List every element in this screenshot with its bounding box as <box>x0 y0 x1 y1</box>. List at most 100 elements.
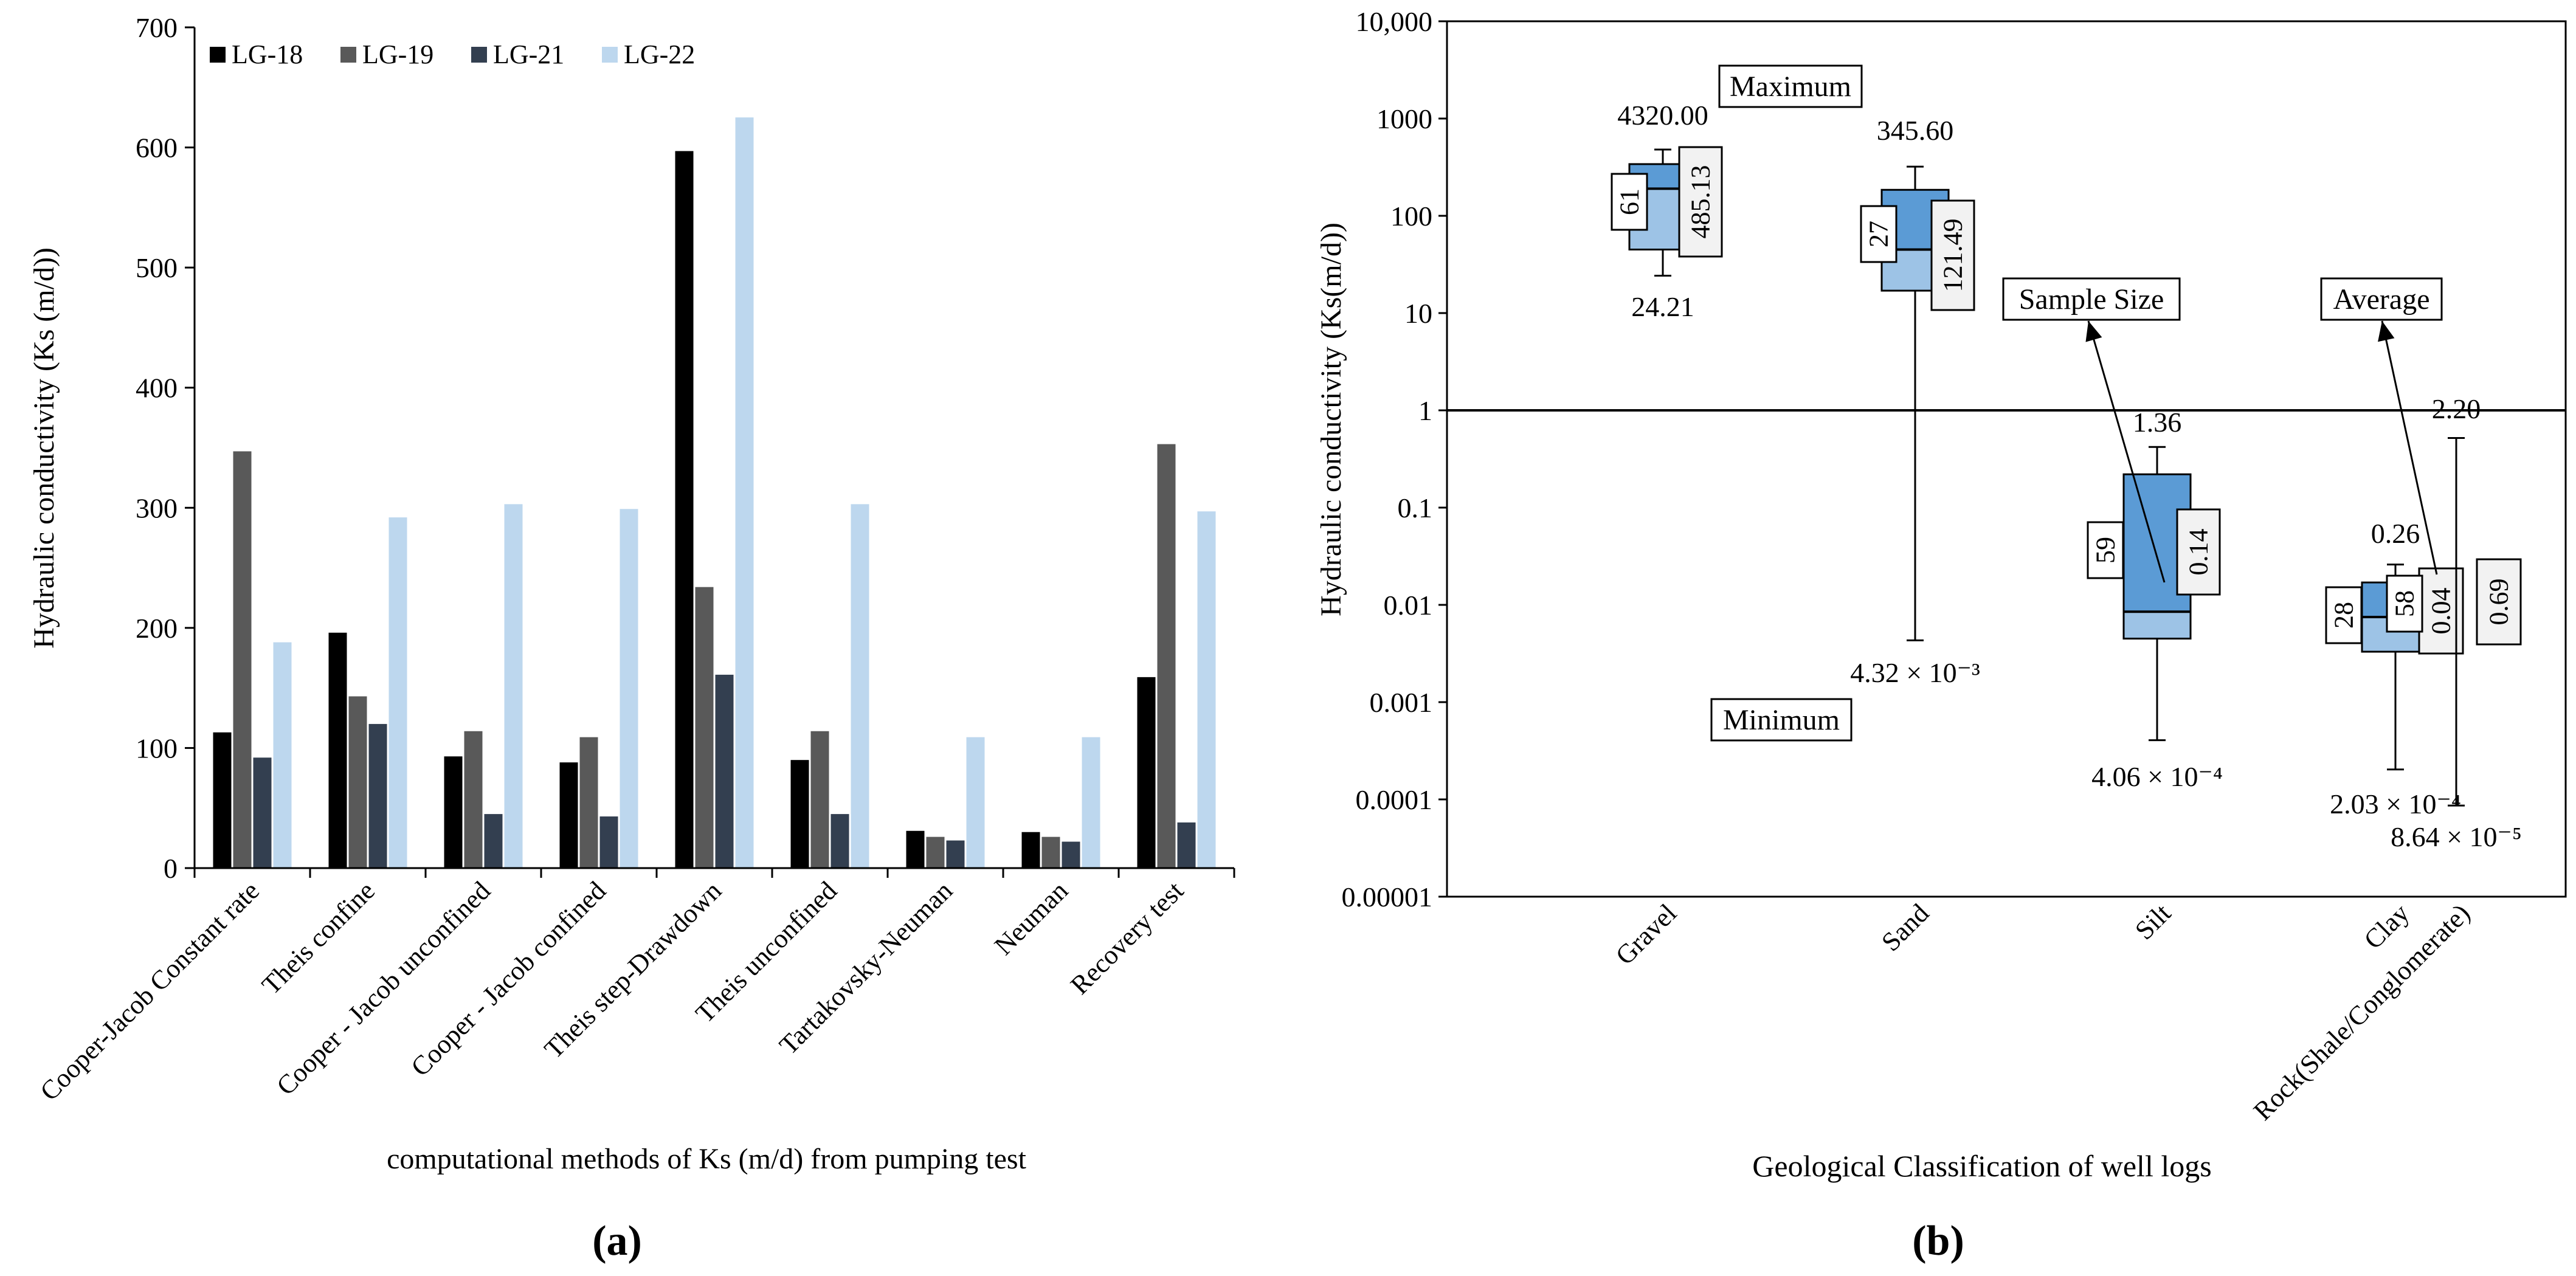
average-label: 485.13 <box>1686 165 1716 239</box>
y-tick-label: 0.001 <box>1370 687 1433 718</box>
bar-lg-18 <box>213 732 232 868</box>
min-value-label: 2.03 × 10⁻⁴ <box>2330 788 2461 819</box>
y-tick-label: 200 <box>136 613 178 644</box>
bar-lg-21 <box>1177 822 1196 868</box>
legend-swatch <box>210 47 226 63</box>
y-tick-label: 300 <box>136 492 178 523</box>
box-lower <box>2122 610 2192 640</box>
bar-lg-22 <box>735 117 754 868</box>
sample-size-label-box <box>2325 586 2363 644</box>
legend-swatch <box>340 47 356 63</box>
legend-swatch <box>602 47 618 63</box>
bar-lg-22 <box>966 737 985 868</box>
average-label-box <box>1678 146 1723 258</box>
average-label-box <box>2176 508 2221 596</box>
bar-lg-21 <box>368 723 387 868</box>
sample-size-label-box <box>2386 574 2423 633</box>
y-tick-label: 10 <box>1404 298 1432 329</box>
bar-lg-22 <box>273 642 292 868</box>
bar-lg-22 <box>620 509 638 868</box>
max-value-label: 0.26 <box>2371 518 2420 549</box>
sample-size-label: 58 <box>2390 590 2420 617</box>
arrow-line <box>2381 320 2438 575</box>
x-axis-label: computational methods of Ks (m/d) from p… <box>387 1143 1027 1175</box>
y-tick-label: 0.1 <box>1398 492 1433 523</box>
y-axis-label: Hydraulic conductivity (Ks(m/d)) <box>1315 222 1347 616</box>
y-tick-label: 10,000 <box>1356 6 1433 37</box>
panel-label-b: (b) <box>1912 1218 1964 1264</box>
max-value-label: 4320.00 <box>1617 100 1708 131</box>
average-label: 0.69 <box>2484 579 2514 626</box>
max-value-label: 345.60 <box>1877 115 1954 146</box>
y-tick-label: 1 <box>1418 395 1432 426</box>
y-tick-label: 1000 <box>1376 103 1432 134</box>
bar-lg-19 <box>695 587 714 868</box>
sample-size-label-box <box>1860 205 1897 263</box>
bar-series-group <box>213 117 1216 869</box>
legend-label: LG-22 <box>624 40 695 69</box>
bar-lg-18 <box>675 151 694 869</box>
bar-lg-22 <box>388 517 407 868</box>
bar-lg-21 <box>1062 841 1080 868</box>
minimum-annotation-box <box>1710 698 1853 742</box>
x-axis-label: Geological Classification of well logs <box>1752 1149 2211 1183</box>
bar-lg-19 <box>1041 836 1060 868</box>
arrow-line <box>2087 320 2166 583</box>
bar-lg-19 <box>233 451 252 868</box>
bar-lg-22 <box>1082 737 1100 868</box>
bar-lg-21 <box>599 816 618 868</box>
y-tick-label: 500 <box>136 252 178 283</box>
minimum-annotation: Minimum <box>1723 704 1840 736</box>
legend: LG-18 LG-19 LG-21 LG-22 <box>210 40 695 69</box>
bar-lg-18 <box>790 760 809 868</box>
arrow-head <box>2378 321 2395 342</box>
bar-lg-19 <box>579 737 598 868</box>
average-label-box <box>2476 558 2522 646</box>
average-label: 0.14 <box>2184 529 2214 576</box>
annotation-arrows <box>2085 320 2438 583</box>
y-tick-label: 100 <box>136 733 178 764</box>
y-tick-label: 0.01 <box>1384 590 1433 621</box>
sample-size-annotation: Sample Size <box>2019 283 2164 316</box>
bar-lg-18 <box>906 830 925 868</box>
y-tick-label: 100 <box>1390 201 1432 232</box>
min-value-label: 4.32 × 10⁻³ <box>1850 657 1980 688</box>
bar-lg-22 <box>504 504 523 868</box>
bar-lg-21 <box>946 840 965 868</box>
legend-swatch <box>471 47 487 63</box>
bar-lg-21 <box>253 757 272 868</box>
average-label: 0.04 <box>2426 588 2456 635</box>
maximum-annotation: Maximum <box>1730 71 1851 103</box>
plot-area-frame <box>1446 20 2567 898</box>
sample-size-label: 59 <box>2091 537 2121 564</box>
y-tick-label: 0.0001 <box>1356 784 1433 815</box>
bar-lg-19 <box>926 836 945 868</box>
legend-label: LG-19 <box>362 40 433 69</box>
sample-size-label: 27 <box>1864 221 1894 247</box>
bar-lg-19 <box>810 731 829 868</box>
arrow-head <box>2085 321 2102 342</box>
legend-label: LG-18 <box>232 40 303 69</box>
sample-size-label: 28 <box>2329 602 2359 629</box>
sample-size-label: 61 <box>1615 188 1645 215</box>
bar-lg-19 <box>1157 444 1176 868</box>
y-tick-label: 600 <box>136 133 178 164</box>
bar-lg-22 <box>851 504 869 868</box>
max-value-label: 1.36 <box>2133 407 2182 438</box>
y-axis-label: Hydraulic conductivity (Ks (m/d)) <box>28 247 60 649</box>
average-annotation: Average <box>2333 283 2430 316</box>
legend-label: LG-21 <box>493 40 564 69</box>
bar-lg-19 <box>464 731 483 868</box>
bar-lg-18 <box>1137 677 1156 868</box>
average-annotation-box <box>2320 277 2443 321</box>
sample-size-label-box <box>2087 521 2124 579</box>
bar-lg-18 <box>328 632 347 868</box>
min-value-label: 8.64 × 10⁻⁵ <box>2391 821 2522 852</box>
y-tick-label: 400 <box>136 373 178 404</box>
bar-lg-19 <box>348 696 367 868</box>
bar-lg-21 <box>715 674 734 868</box>
bar-lg-21 <box>484 814 503 868</box>
min-value-label: 4.06 × 10⁻⁴ <box>2091 761 2223 792</box>
y-tick-label: 0.00001 <box>1342 881 1433 912</box>
